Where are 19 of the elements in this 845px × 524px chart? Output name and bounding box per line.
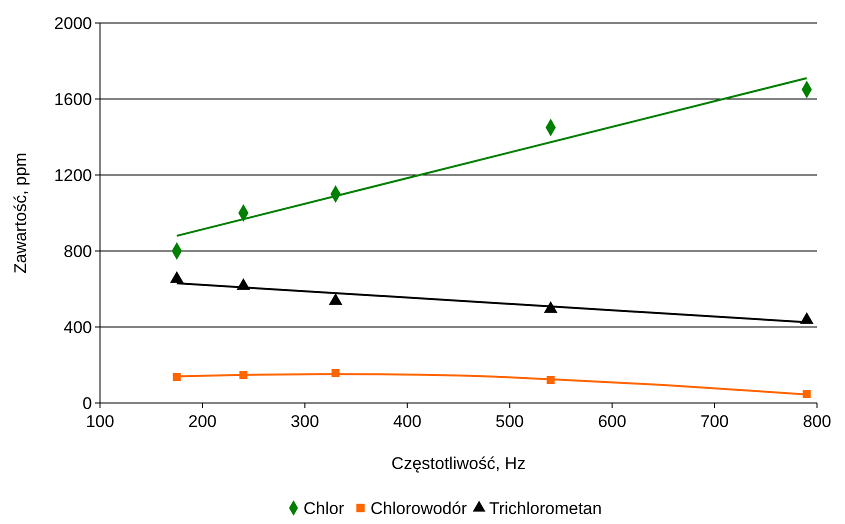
y-tick-label: 2000 [54, 14, 92, 33]
x-tick-label: 300 [290, 412, 320, 431]
x-tick-label: 800 [802, 412, 832, 431]
y-tick-label: 0 [82, 394, 92, 413]
x-tick-label: 700 [700, 412, 729, 431]
x-tick-label: 200 [188, 412, 217, 431]
y-tick-label: 400 [64, 318, 92, 337]
y-axis-title: Zawartość, ppm [11, 152, 30, 274]
legend-label: Chlor [304, 499, 344, 518]
x-tick-label: 600 [598, 412, 626, 431]
legend-label: Trichlorometan [489, 499, 602, 518]
y-tick-label: 1600 [54, 90, 92, 109]
x-axis-title: Częstotliwość, Hz [391, 454, 526, 473]
x-tick-label: 500 [496, 412, 524, 431]
y-tick-label: 1200 [54, 166, 92, 185]
legend-label: Chlorowodór [370, 499, 468, 518]
y-tick-label: 800 [64, 242, 92, 261]
x-tick-label: 400 [393, 412, 422, 431]
x-tick-label: 100 [86, 412, 114, 431]
